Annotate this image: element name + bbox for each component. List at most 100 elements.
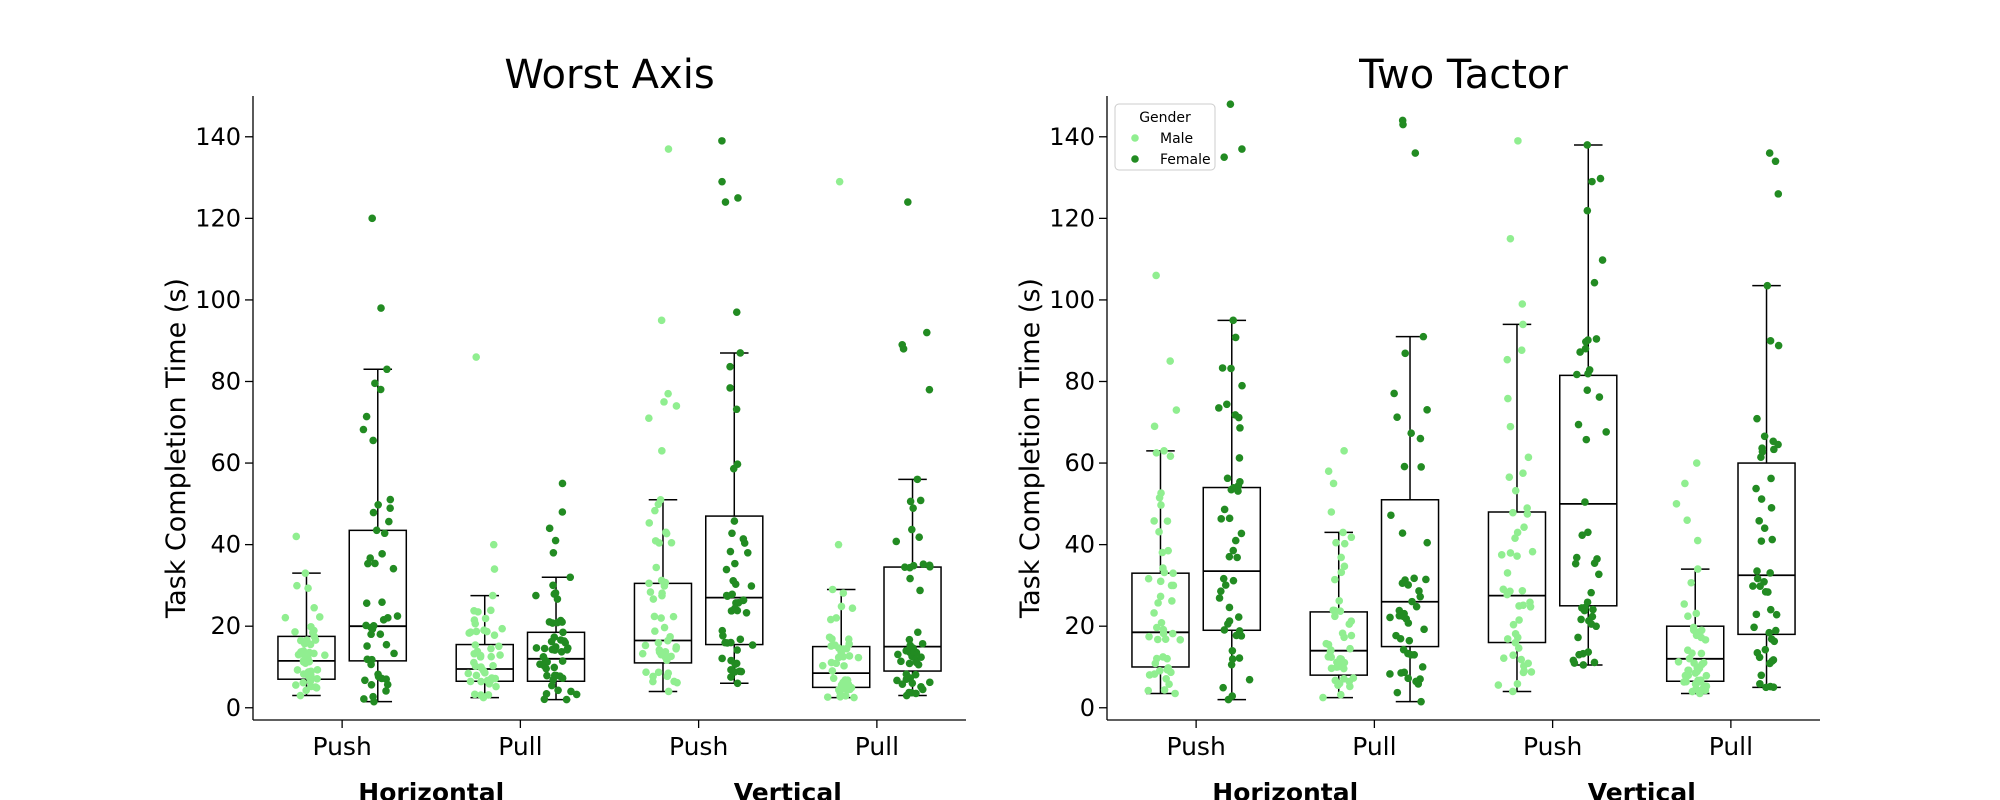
data-point-female: [1399, 612, 1408, 621]
data-point-male: [658, 591, 666, 600]
data-point-female: [1401, 576, 1409, 584]
data-point-male: [300, 639, 309, 648]
data-point-female: [1407, 429, 1415, 438]
data-point-male: [828, 585, 837, 594]
data-point-female: [892, 537, 901, 546]
data-point-male: [1160, 686, 1169, 694]
data-point-female: [1416, 592, 1425, 601]
data-point-female: [1404, 619, 1413, 627]
data-point-female: [1392, 631, 1400, 640]
data-point-male: [1346, 682, 1354, 691]
data-point-male: [834, 540, 843, 549]
data-point-female: [1769, 437, 1778, 446]
data-point-female: [1595, 393, 1604, 401]
data-point-female: [918, 639, 927, 648]
data-point-male: [839, 589, 848, 597]
data-point-male: [1331, 575, 1339, 584]
data-point-male: [1336, 690, 1345, 699]
data-point-male: [1327, 508, 1336, 516]
data-point-female: [1221, 581, 1230, 589]
data-point-male: [472, 627, 481, 636]
data-point-male: [657, 650, 665, 659]
data-point-male: [315, 613, 324, 621]
box-iqr: [705, 515, 764, 646]
plot-area: [1131, 100, 1796, 706]
data-point-male: [307, 671, 315, 680]
group-label: Horizontal: [358, 778, 504, 800]
data-point-female: [1417, 697, 1425, 706]
y-tick-label: 40: [210, 531, 241, 559]
data-point-female: [543, 671, 551, 680]
data-point-female: [1229, 546, 1238, 555]
data-point-male: [845, 652, 854, 660]
data-point-female: [898, 680, 907, 689]
data-point-female: [1228, 647, 1237, 655]
data-point-female: [551, 646, 559, 654]
data-point-male: [1334, 662, 1343, 671]
y-tick-label: 140: [195, 123, 241, 151]
data-point-female: [729, 464, 738, 473]
data-point-female: [1245, 675, 1254, 684]
data-point-male: [1526, 602, 1535, 611]
data-point-female: [893, 676, 901, 685]
data-point-male: [1681, 479, 1689, 488]
data-point-male: [828, 667, 837, 675]
x-category-label: Pull: [855, 732, 899, 761]
data-point-female: [1229, 576, 1238, 585]
data-point-male: [839, 652, 848, 661]
data-point-female: [362, 621, 370, 630]
group-label: Vertical: [734, 778, 842, 800]
legend-marker-male: [1131, 134, 1139, 142]
data-point-male: [481, 614, 490, 623]
data-point-female: [894, 650, 902, 659]
data-point-female: [1238, 381, 1246, 390]
data-point-female: [736, 635, 745, 644]
data-point-female: [563, 646, 571, 654]
data-point-female: [368, 214, 376, 223]
data-point-male: [843, 676, 852, 685]
y-tick-label: 20: [1064, 612, 1095, 640]
data-point-male: [657, 614, 665, 622]
data-point-male: [1513, 528, 1522, 537]
data-point-male: [666, 633, 674, 641]
data-point-female: [550, 590, 559, 598]
data-point-female: [1235, 654, 1244, 662]
data-point-female: [1761, 588, 1770, 596]
data-point-male: [660, 623, 669, 632]
data-point-female: [556, 672, 564, 681]
data-point-female: [919, 560, 928, 569]
data-point-male: [1169, 569, 1177, 577]
data-point-female: [1410, 651, 1419, 659]
data-point-female: [540, 695, 549, 704]
data-point-male: [667, 538, 676, 547]
data-point-male: [299, 656, 308, 665]
data-point-male: [293, 666, 302, 674]
data-point-female: [539, 652, 548, 661]
data-point-female: [1422, 575, 1430, 584]
data-point-female: [561, 638, 570, 647]
data-point-female: [1420, 625, 1428, 634]
data-point-male: [1347, 617, 1356, 625]
data-point-male: [1157, 618, 1166, 627]
data-point-male: [472, 671, 481, 680]
data-point-male: [661, 578, 670, 587]
data-point-female: [369, 508, 378, 517]
data-point-male: [291, 628, 299, 636]
data-point-male: [1683, 516, 1691, 524]
data-point-female: [1774, 341, 1783, 350]
y-tick-label: 0: [226, 694, 241, 722]
data-point-female: [1575, 650, 1583, 659]
data-point-female: [726, 362, 734, 371]
data-point-male: [655, 539, 663, 547]
data-point-female: [558, 479, 567, 488]
data-point-female: [1767, 474, 1775, 483]
data-point-male: [673, 678, 681, 687]
data-point-female: [909, 644, 918, 652]
data-point-male: [1322, 639, 1331, 648]
data-point-female: [1582, 337, 1590, 346]
data-point-female: [736, 349, 745, 357]
data-point-male: [1329, 479, 1338, 488]
data-point-female: [390, 649, 398, 658]
data-point-female: [743, 548, 752, 557]
data-point-female: [1238, 145, 1246, 153]
